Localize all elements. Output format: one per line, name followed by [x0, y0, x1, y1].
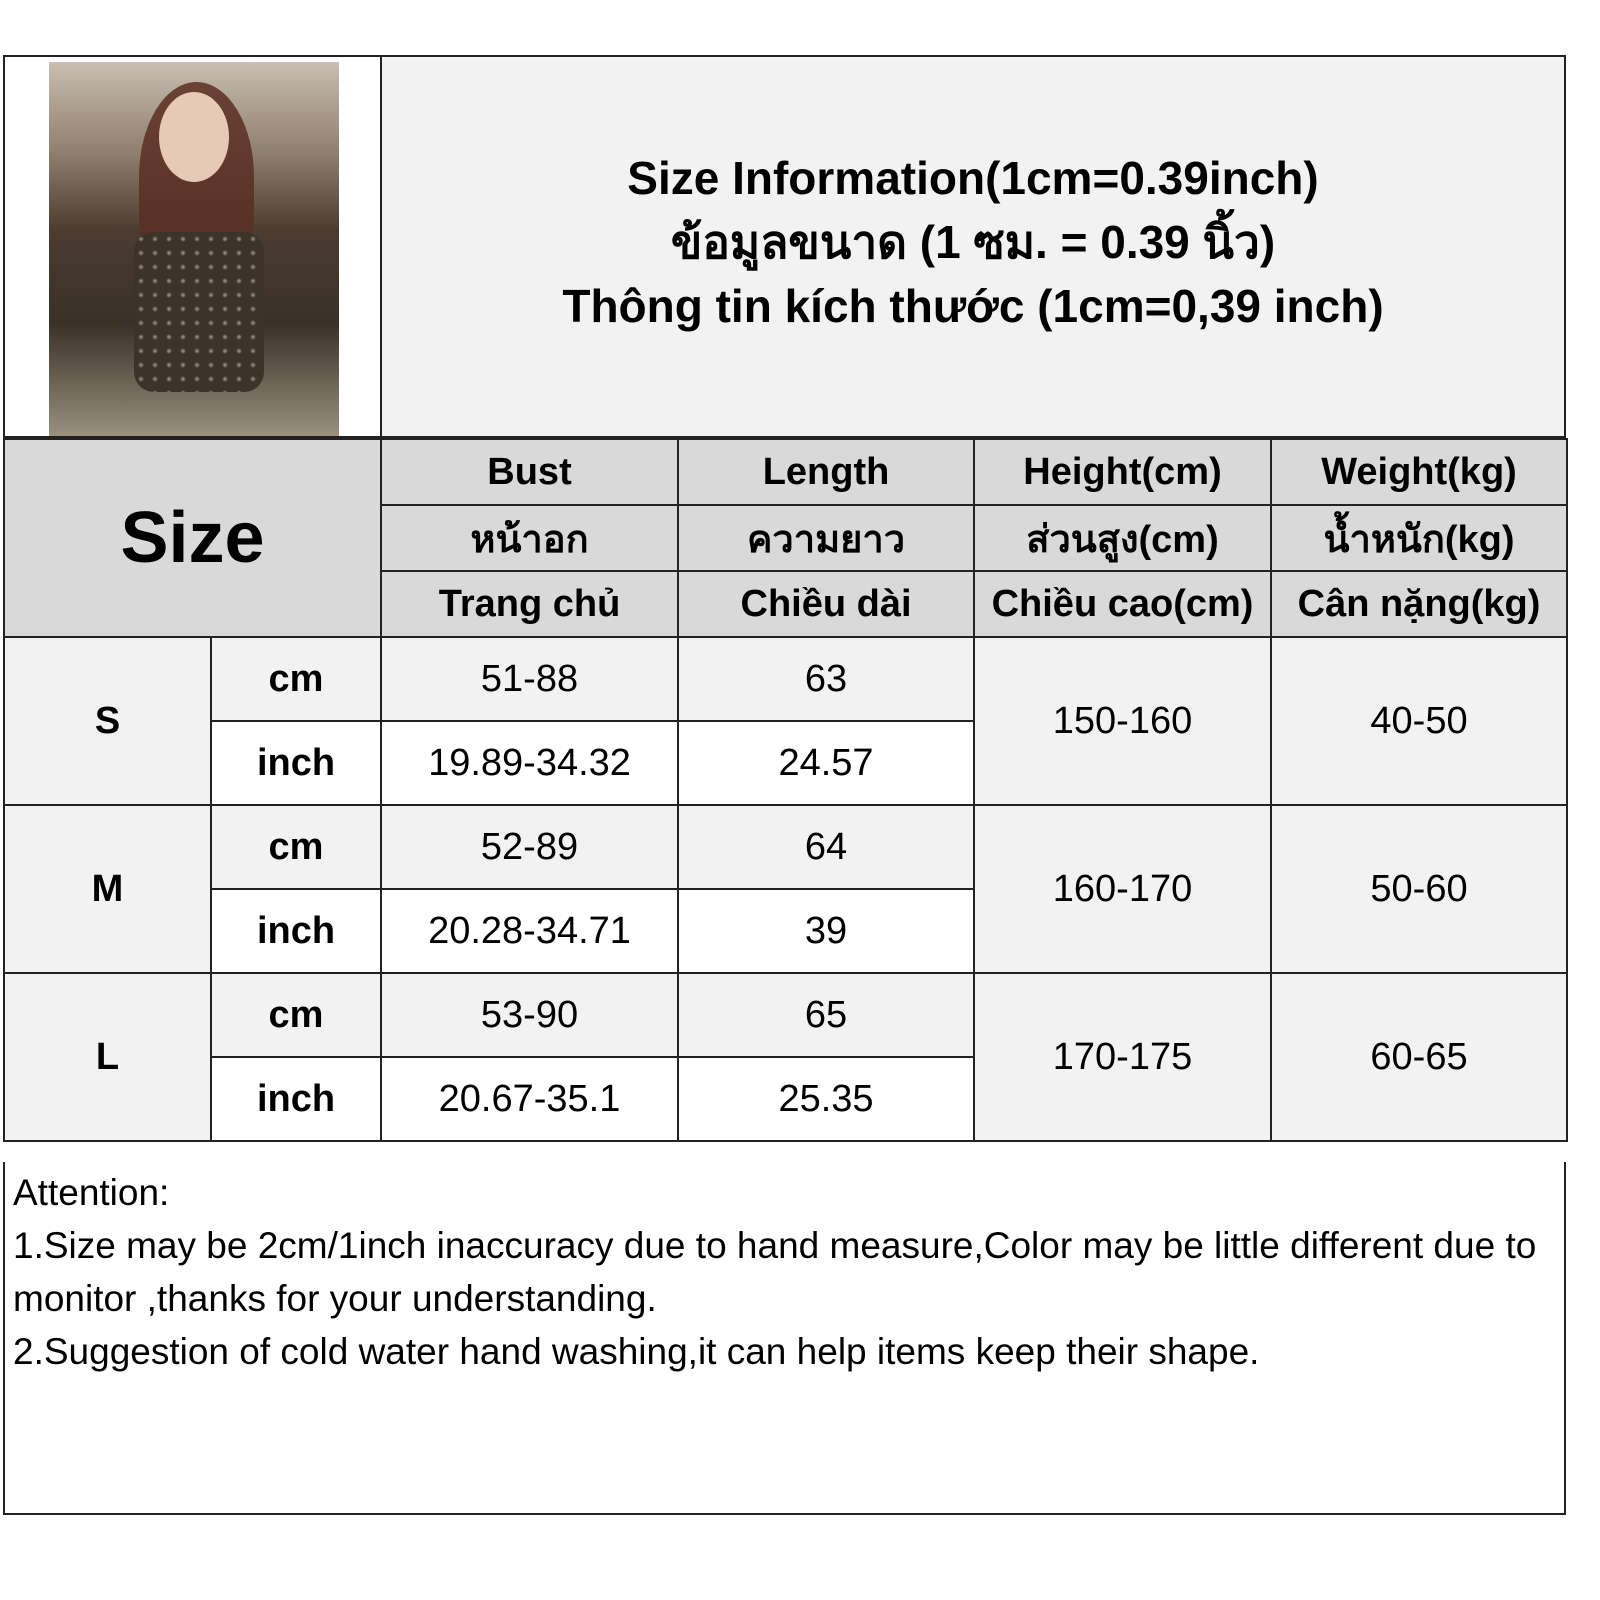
- attention-notes: Attention: 1.Size may be 2cm/1inch inacc…: [3, 1162, 1566, 1515]
- size-header: Size: [2, 438, 383, 638]
- header-length-th: ความยาว: [677, 504, 976, 572]
- weight-range: 40-50: [1270, 636, 1569, 806]
- length-inch: 24.57: [677, 720, 976, 806]
- title-vi: Thông tin kích thước (1cm=0,39 inch): [562, 279, 1384, 332]
- header-bust-en: Bust: [380, 438, 680, 506]
- table-row: L cm 53-90 65 170-175 60-65: [3, 972, 1569, 1142]
- header-height-en: Height(cm): [973, 438, 1273, 506]
- weight-range: 50-60: [1270, 804, 1569, 974]
- table-row: inch 20.28-34.71 39: [4, 888, 1567, 974]
- model-photo: [49, 62, 339, 436]
- attention-heading: Attention:: [13, 1172, 170, 1213]
- unit-inch: inch: [209, 1056, 383, 1142]
- header-section: Size Information(1cm=0.39inch) ข้อมูลขนา…: [3, 55, 1566, 438]
- length-cm: 64: [677, 804, 976, 890]
- header-weight-th: น้ำหนัก(kg): [1270, 504, 1569, 572]
- table-row: inch 19.89-34.32 24.57: [4, 720, 1567, 806]
- weight-range: 60-65: [1270, 972, 1569, 1142]
- product-photo-cell: [5, 57, 382, 436]
- bust-inch: 19.89-34.32: [380, 720, 680, 806]
- table-row: M cm 52-89 64 160-170 50-60: [3, 804, 1569, 974]
- unit-cm: cm: [209, 972, 383, 1058]
- header-height-vi: Chiều cao(cm): [973, 570, 1273, 638]
- size-label: L: [3, 972, 212, 1142]
- bust-inch: 20.67-35.1: [380, 1056, 680, 1142]
- bust-cm: 51-88: [380, 636, 680, 722]
- bust-inch: 20.28-34.71: [380, 888, 680, 974]
- header-height-th: ส่วนสูง(cm): [973, 504, 1273, 572]
- title-th: ข้อมูลขนาด (1 ซม. = 0.39 นิ้ว): [670, 215, 1276, 268]
- unit-inch: inch: [209, 888, 383, 974]
- header-length-vi: Chiều dài: [677, 570, 976, 638]
- length-cm: 65: [677, 972, 976, 1058]
- length-cm: 63: [677, 636, 976, 722]
- bust-cm: 53-90: [380, 972, 680, 1058]
- unit-inch: inch: [209, 720, 383, 806]
- title-en: Size Information(1cm=0.39inch): [627, 151, 1319, 204]
- height-range: 160-170: [973, 804, 1273, 974]
- header-weight-en: Weight(kg): [1270, 438, 1569, 506]
- size-label: M: [3, 804, 212, 974]
- table-row: inch 20.67-35.1 25.35: [4, 1056, 1567, 1142]
- unit-cm: cm: [209, 804, 383, 890]
- attention-note-1: 1.Size may be 2cm/1inch inaccuracy due t…: [13, 1225, 1547, 1319]
- size-table: Size Bust Length Height(cm) Weight(kg) ห…: [2, 438, 1569, 1142]
- table-row: S cm 51-88 63 150-160 40-50: [3, 636, 1569, 806]
- header-bust-vi: Trang chủ: [380, 570, 680, 638]
- size-information-title: Size Information(1cm=0.39inch) ข้อมูลขนา…: [382, 57, 1564, 436]
- header-bust-th: หน้าอก: [380, 504, 680, 572]
- length-inch: 39: [677, 888, 976, 974]
- size-label: S: [3, 636, 212, 806]
- attention-note-2: 2.Suggestion of cold water hand washing,…: [13, 1331, 1260, 1372]
- length-inch: 25.35: [677, 1056, 976, 1142]
- header-length-en: Length: [677, 438, 976, 506]
- header-weight-vi: Cân nặng(kg): [1270, 570, 1569, 638]
- unit-cm: cm: [209, 636, 383, 722]
- height-range: 170-175: [973, 972, 1273, 1142]
- bust-cm: 52-89: [380, 804, 680, 890]
- height-range: 150-160: [973, 636, 1273, 806]
